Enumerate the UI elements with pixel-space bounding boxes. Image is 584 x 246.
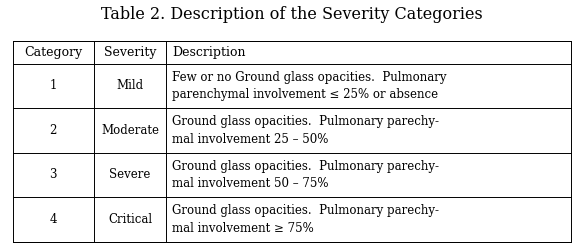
Text: 1: 1 — [50, 79, 57, 92]
Text: 4: 4 — [50, 213, 57, 226]
Text: Mild: Mild — [117, 79, 144, 92]
Text: 2: 2 — [50, 124, 57, 137]
Bar — [13, 41, 571, 242]
Text: Table 2. Description of the Severity Categories: Table 2. Description of the Severity Cat… — [101, 6, 483, 23]
Text: Moderate: Moderate — [101, 124, 159, 137]
Text: Severe: Severe — [109, 168, 151, 181]
Text: Ground glass opacities.  Pulmonary parechy-
mal involvement 25 – 50%: Ground glass opacities. Pulmonary parech… — [172, 115, 439, 146]
Text: 3: 3 — [50, 168, 57, 181]
Text: Description: Description — [172, 46, 246, 59]
Text: Ground glass opacities.  Pulmonary parechy-
mal involvement ≥ 75%: Ground glass opacities. Pulmonary parech… — [172, 204, 439, 235]
Text: Ground glass opacities.  Pulmonary parechy-
mal involvement 50 – 75%: Ground glass opacities. Pulmonary parech… — [172, 160, 439, 190]
Text: Few or no Ground glass opacities.  Pulmonary
parenchymal involvement ≤ 25% or ab: Few or no Ground glass opacities. Pulmon… — [172, 71, 447, 101]
Text: Severity: Severity — [104, 46, 157, 59]
Text: Category: Category — [24, 46, 82, 59]
Text: Critical: Critical — [108, 213, 152, 226]
